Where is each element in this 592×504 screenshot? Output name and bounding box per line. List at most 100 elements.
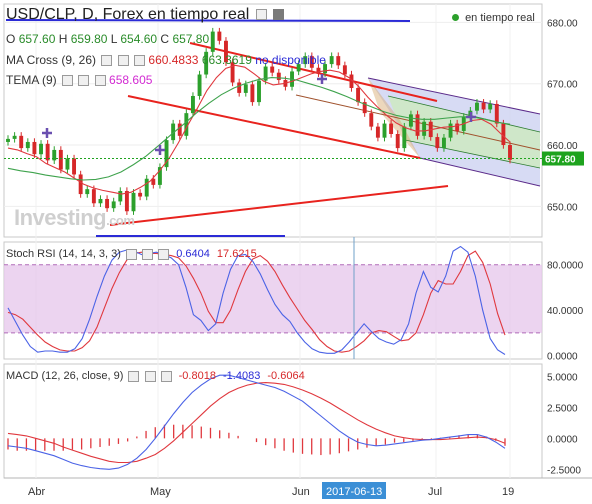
stoch-header: Stoch RSI (14, 14, 3, 3) 0.6404 17.6215 — [6, 248, 257, 260]
close-value: 657.80 — [172, 32, 210, 46]
high-label: H — [58, 32, 68, 46]
tema-settings-icon[interactable] — [78, 75, 90, 87]
ma-cross-marker-2 — [317, 74, 327, 84]
candle-body-57 — [382, 123, 387, 138]
stoch-close-icon[interactable] — [158, 248, 170, 260]
candle-body-74 — [494, 103, 499, 124]
candle-body-35 — [237, 82, 242, 93]
candle-body-46 — [309, 56, 314, 68]
candle-body-63 — [422, 121, 427, 136]
candle-body-3 — [25, 141, 30, 149]
ma-cross-row: MA Cross (9, 26) 660.4833 663.3619 no di… — [6, 53, 326, 67]
eye-icon[interactable] — [255, 9, 267, 21]
candle-body-65 — [435, 137, 440, 149]
macd-hist-value: -0.6064 — [267, 370, 305, 382]
candle-body-4 — [32, 141, 37, 155]
live-status: en tiempo real — [452, 12, 535, 24]
macd-tick-label-0: 5.0000 — [547, 372, 578, 383]
candle-body-36 — [243, 84, 248, 93]
macd-header: MACD (12, 26, close, 9) -0.8018 -1.4083 … — [6, 370, 305, 382]
candle-body-29 — [197, 74, 202, 96]
candle-body-14 — [98, 198, 103, 204]
macd-value: -0.8018 — [178, 370, 216, 382]
ma-cross-settings-icon[interactable] — [117, 55, 129, 67]
watermark-suffix: .com — [106, 213, 135, 228]
candle-body-30 — [204, 51, 209, 75]
settings-icon[interactable] — [273, 9, 285, 21]
price-tick-label-3: 650.00 — [547, 202, 578, 213]
time-label-0: Abr — [28, 486, 45, 498]
candle-body-37 — [250, 84, 255, 103]
close-label: C — [160, 32, 170, 46]
candle-body-44 — [296, 64, 301, 72]
candle-body-11 — [78, 174, 83, 195]
time-label-2: Jun — [292, 486, 310, 498]
candle-body-51 — [342, 65, 347, 75]
watermark-text: Investing — [14, 205, 107, 230]
ma-slow-line — [7, 77, 511, 181]
candle-body-24 — [164, 140, 169, 168]
tema-close-icon[interactable] — [94, 75, 106, 87]
live-dot-icon — [452, 14, 459, 21]
candle-body-18 — [124, 191, 129, 212]
price-tick-label-0: 680.00 — [547, 18, 578, 29]
candle-body-19 — [131, 192, 136, 212]
macd-tick-label-3: -2.5000 — [547, 465, 581, 476]
candle-body-38 — [257, 80, 261, 103]
ma-cross-value-1: 660.4833 — [148, 53, 199, 67]
tema-row: TEMA (9) 658.605 — [6, 73, 153, 87]
candle-body-21 — [144, 178, 149, 197]
ma-cross-value-2: 663.3619 — [201, 53, 252, 67]
candle-body-48 — [323, 64, 328, 74]
candle-body-56 — [375, 126, 380, 138]
stoch-tick-label-1: 40.0000 — [547, 306, 584, 317]
ma-cross-note: no disponible — [255, 53, 326, 67]
stoch-k-value: 0.6404 — [176, 248, 210, 260]
candle-body-13 — [91, 189, 96, 204]
stoch-tick-label-2: 0.0000 — [547, 352, 578, 363]
candle-body-5 — [39, 143, 43, 155]
ma-cross-close-icon[interactable] — [134, 55, 146, 67]
candle-body-23 — [157, 167, 162, 185]
resistance-line-blue — [5, 19, 411, 22]
live-label: en tiempo real — [465, 12, 535, 24]
macd-line — [7, 374, 506, 470]
ohlc-row: O 657.60 H 659.80 L 654.60 C 657.80 — [6, 32, 209, 46]
candle-body-52 — [349, 74, 354, 89]
candle-body-8 — [58, 149, 63, 170]
macd-eye-icon[interactable] — [128, 370, 140, 382]
ma-cross-marker-3 — [466, 112, 476, 122]
forecast-top-line — [367, 77, 541, 115]
ma-cross-eye-icon[interactable] — [101, 55, 113, 67]
stoch-eye-icon[interactable] — [126, 248, 138, 260]
trendline-middle — [127, 95, 421, 159]
candle-body-31 — [210, 31, 215, 52]
ma-cross-marker-0 — [42, 128, 52, 138]
candle-body-2 — [19, 135, 24, 149]
open-value: 657.60 — [18, 32, 56, 46]
stoch-settings-icon[interactable] — [142, 248, 154, 260]
stoch-d-line — [7, 250, 506, 353]
tema-value: 658.605 — [109, 73, 153, 87]
time-label-4: 19 — [502, 486, 514, 498]
price-tick-label-2: 660.00 — [547, 141, 578, 152]
tema-label: TEMA (9) — [6, 73, 57, 87]
tema-eye-icon[interactable] — [62, 75, 74, 87]
candle-body-67 — [448, 123, 453, 138]
candle-body-62 — [415, 114, 420, 136]
stoch-d-value: 17.6215 — [216, 248, 257, 260]
symbol-title: USD/CLP, D, Forex en tiempo real — [6, 6, 250, 23]
macd-settings-icon[interactable] — [144, 370, 156, 382]
macd-close-icon[interactable] — [160, 370, 172, 382]
candle-body-26 — [177, 123, 182, 136]
candle-body-0 — [6, 138, 10, 142]
candle-body-66 — [441, 137, 446, 149]
candle-body-59 — [395, 133, 400, 149]
candle-body-27 — [184, 113, 189, 136]
forecast-inner-bottom — [404, 139, 541, 169]
candle-body-76 — [508, 145, 512, 160]
low-value: 654.60 — [120, 32, 158, 46]
candle-body-16 — [111, 201, 116, 209]
ma-cross-label: MA Cross (9, 26) — [6, 53, 97, 67]
